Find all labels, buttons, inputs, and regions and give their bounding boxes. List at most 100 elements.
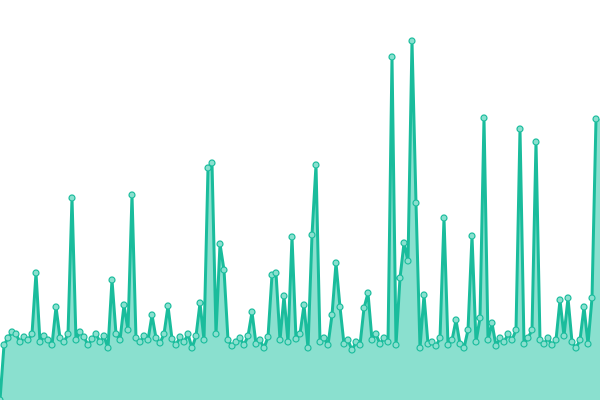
- data-point-126: [500, 338, 508, 346]
- data-point-29: [112, 330, 120, 338]
- data-point-22: [84, 341, 92, 349]
- data-point-127: [504, 330, 512, 338]
- data-point-120: [476, 314, 484, 322]
- data-point-2: [4, 334, 12, 342]
- data-point-104: [412, 199, 420, 207]
- data-point-112: [444, 341, 452, 349]
- data-point-33: [128, 191, 136, 199]
- data-point-51: [200, 336, 208, 344]
- data-point-47: [184, 330, 192, 338]
- data-point-129: [512, 326, 520, 334]
- data-point-74: [292, 335, 300, 343]
- data-point-83: [328, 311, 336, 319]
- data-point-106: [420, 291, 428, 299]
- data-point-88: [348, 346, 356, 354]
- data-point-147: [584, 340, 592, 348]
- data-point-25: [96, 338, 104, 346]
- data-point-9: [32, 269, 40, 277]
- data-point-144: [572, 344, 580, 352]
- data-point-113: [448, 336, 456, 344]
- data-point-27: [104, 344, 112, 352]
- data-point-35: [136, 338, 144, 346]
- data-point-91: [360, 304, 368, 312]
- data-point-109: [432, 342, 440, 350]
- data-point-132: [524, 334, 532, 342]
- data-point-121: [480, 114, 488, 122]
- data-point-149: [592, 115, 600, 123]
- data-point-31: [120, 301, 128, 309]
- data-point-98: [388, 53, 396, 61]
- data-point-103: [408, 37, 416, 45]
- data-point-69: [272, 269, 280, 277]
- data-point-82: [324, 341, 332, 349]
- data-point-54: [212, 330, 220, 338]
- data-point-10: [36, 338, 44, 346]
- data-point-45: [176, 333, 184, 341]
- data-point-5: [16, 338, 24, 346]
- data-point-90: [356, 341, 364, 349]
- data-point-70: [276, 336, 284, 344]
- data-point-72: [284, 338, 292, 346]
- data-point-60: [236, 334, 244, 342]
- data-point-140: [556, 296, 564, 304]
- data-point-81: [320, 334, 328, 342]
- data-point-131: [520, 340, 528, 348]
- data-point-46: [180, 338, 188, 346]
- data-point-41: [160, 330, 168, 338]
- data-point-53: [208, 159, 216, 167]
- data-point-50: [196, 299, 204, 307]
- data-point-119: [472, 338, 480, 346]
- data-point-73: [288, 233, 296, 241]
- data-point-48: [188, 344, 196, 352]
- data-point-117: [464, 326, 472, 334]
- data-point-111: [440, 214, 448, 222]
- data-point-21: [80, 333, 88, 341]
- data-point-123: [488, 319, 496, 327]
- data-point-43: [168, 335, 176, 343]
- data-point-49: [192, 332, 200, 340]
- data-point-85: [336, 303, 344, 311]
- data-point-100: [396, 274, 404, 282]
- data-point-17: [64, 330, 72, 338]
- data-point-56: [220, 266, 228, 274]
- data-point-102: [404, 257, 412, 265]
- data-point-19: [72, 336, 80, 344]
- data-point-124: [492, 342, 500, 350]
- data-point-118: [468, 232, 476, 240]
- data-point-87: [344, 336, 352, 344]
- data-point-142: [564, 294, 572, 302]
- data-point-18: [68, 194, 76, 202]
- data-point-65: [256, 336, 264, 344]
- data-point-1: [0, 341, 8, 349]
- data-point-99: [392, 341, 400, 349]
- area-fill: [0, 41, 600, 400]
- data-point-95: [376, 340, 384, 348]
- data-point-28: [108, 276, 116, 284]
- data-point-138: [548, 341, 556, 349]
- data-point-44: [172, 341, 180, 349]
- data-point-55: [216, 240, 224, 248]
- data-point-66: [260, 344, 268, 352]
- data-point-93: [368, 336, 376, 344]
- data-point-23: [88, 335, 96, 343]
- data-point-136: [540, 340, 548, 348]
- data-point-114: [452, 316, 460, 324]
- data-point-8: [28, 330, 36, 338]
- data-point-146: [580, 303, 588, 311]
- data-point-37: [144, 336, 152, 344]
- data-point-101: [400, 239, 408, 247]
- data-point-97: [384, 338, 392, 346]
- data-point-134: [532, 138, 540, 146]
- data-point-122: [484, 336, 492, 344]
- data-point-77: [304, 344, 312, 352]
- data-point-116: [460, 344, 468, 352]
- data-point-16: [60, 338, 68, 346]
- data-point-92: [364, 289, 372, 297]
- data-point-32: [124, 326, 132, 334]
- data-point-0: [0, 396, 4, 400]
- data-point-67: [264, 333, 272, 341]
- data-point-38: [148, 311, 156, 319]
- data-point-39: [152, 334, 160, 342]
- data-point-4: [12, 330, 20, 338]
